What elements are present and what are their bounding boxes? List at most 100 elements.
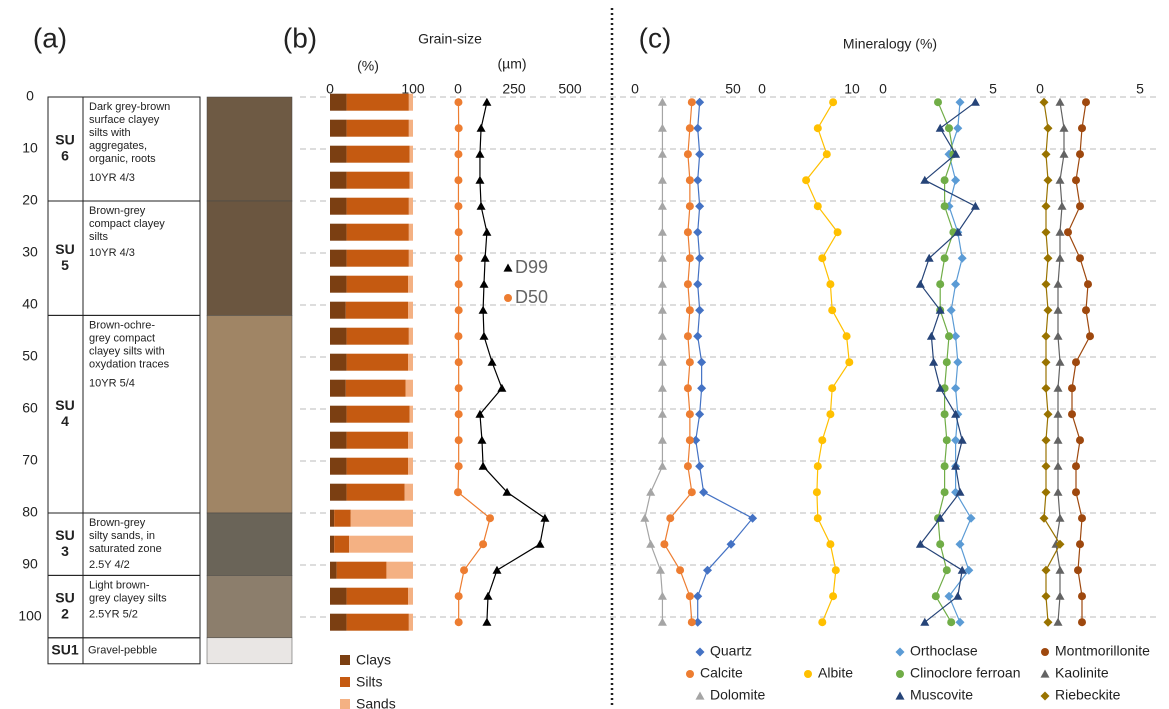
marker: [486, 514, 495, 523]
marker: [1055, 357, 1065, 366]
legend-marker: [686, 670, 694, 678]
marker: [685, 436, 694, 445]
bar-segment: [346, 483, 405, 501]
bar-segment: [408, 119, 413, 137]
legend-marker: [895, 691, 905, 700]
marker: [1055, 97, 1065, 106]
marker: [953, 123, 963, 133]
bar-segment: [330, 561, 337, 579]
unit-label: 5: [61, 257, 69, 273]
marker: [802, 176, 811, 185]
marker: [935, 383, 945, 392]
marker: [1043, 123, 1053, 133]
unit-label: SU: [55, 241, 74, 257]
marker: [657, 123, 667, 132]
bar-segment: [330, 327, 347, 345]
legend-label: Calcite: [700, 665, 743, 681]
marker: [454, 488, 462, 497]
marker: [1055, 175, 1065, 184]
marker: [813, 514, 822, 523]
marker: [951, 175, 961, 185]
y-tick-label: 10: [22, 140, 38, 156]
legend-marker: [504, 294, 512, 302]
bar-segment: [346, 587, 409, 605]
color-code: 10YR 4/3: [89, 247, 135, 259]
chart-title: Grain-size: [418, 31, 482, 47]
legend-marker: [1040, 691, 1050, 701]
x-tick-label: 0: [326, 81, 334, 97]
marker: [818, 436, 827, 445]
marker: [920, 617, 930, 626]
marker: [655, 565, 665, 574]
marker: [1039, 513, 1049, 523]
marker: [845, 358, 854, 367]
bar-segment: [346, 457, 409, 475]
layer-description: Gravel-pebble: [88, 645, 157, 657]
legend-marker: [1041, 648, 1049, 656]
x-tick-label: 0: [454, 81, 462, 97]
x-tick-label: 100: [401, 81, 425, 97]
bar-segment: [330, 379, 346, 397]
layer-column: [206, 637, 293, 665]
bar-segment: [330, 353, 347, 371]
marker: [926, 331, 936, 340]
panel-label: (b): [283, 22, 317, 53]
legend-label: Muscovite: [910, 687, 973, 703]
marker: [966, 513, 976, 523]
marker: [454, 306, 463, 315]
marker: [454, 436, 463, 445]
marker: [1055, 565, 1065, 574]
marker: [683, 462, 692, 471]
marker: [1041, 435, 1051, 445]
marker: [685, 202, 694, 211]
marker: [1041, 591, 1051, 601]
marker: [936, 280, 945, 289]
marker: [683, 280, 692, 289]
layer-description: silty sands, in: [89, 530, 155, 542]
marker: [936, 540, 945, 549]
marker: [944, 591, 954, 601]
legend-label: Quartz: [710, 643, 752, 659]
bar-segment: [334, 509, 351, 527]
marker: [502, 487, 512, 496]
bar-segment: [408, 249, 413, 267]
marker: [951, 435, 961, 445]
layer-description: Dark grey-brown: [89, 101, 170, 113]
bar-segment: [346, 171, 410, 189]
unit-label: SU1: [51, 642, 78, 658]
marker: [951, 279, 961, 289]
marker: [476, 123, 486, 132]
marker: [454, 124, 463, 133]
marker: [1072, 488, 1080, 497]
marker: [695, 201, 705, 211]
marker: [1055, 591, 1065, 600]
marker: [683, 332, 692, 341]
marker: [1072, 462, 1080, 471]
marker: [748, 513, 758, 523]
layer-column: [206, 512, 293, 576]
bar-segment: [334, 535, 350, 553]
unit-label: SU: [55, 132, 74, 148]
marker: [940, 254, 949, 263]
x-tick-label: 0: [631, 81, 639, 97]
marker: [1041, 487, 1051, 497]
layer-description: clayey silts with: [89, 345, 165, 357]
marker: [1076, 254, 1084, 263]
marker: [940, 488, 949, 497]
y-tick-label: 30: [22, 244, 38, 260]
marker: [685, 592, 694, 601]
marker: [970, 97, 980, 106]
marker: [454, 384, 463, 393]
marker: [955, 617, 965, 627]
marker: [657, 461, 667, 470]
x-tick-label: 5: [1136, 81, 1144, 97]
marker: [657, 357, 667, 366]
bar-segment: [408, 301, 413, 319]
bar-segment: [408, 327, 413, 345]
marker: [483, 591, 493, 600]
marker: [683, 150, 692, 159]
layer-box: [47, 637, 201, 665]
marker: [482, 617, 492, 626]
bar-segment: [330, 509, 335, 527]
